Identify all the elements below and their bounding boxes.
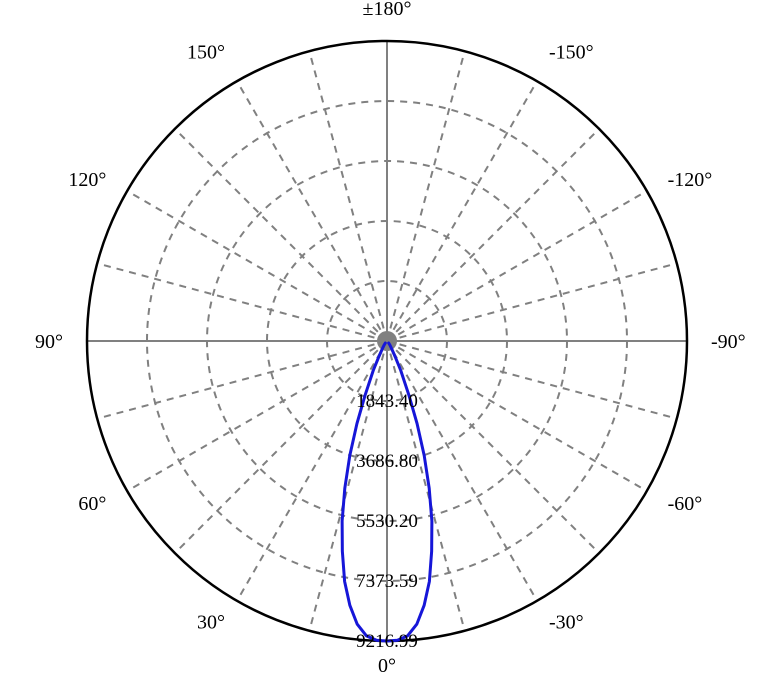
angle-label: 0°: [378, 655, 396, 677]
angle-label: -120°: [668, 169, 713, 191]
radial-label: 5530.20: [356, 511, 418, 532]
radial-label: 7373.59: [356, 571, 418, 592]
center-dot: [377, 331, 397, 351]
angle-label: 30°: [197, 612, 225, 634]
angle-label: ±180°: [363, 0, 412, 20]
radial-label: 9216.99: [356, 631, 418, 652]
angle-label: 90°: [35, 331, 63, 353]
angle-label: -60°: [668, 493, 703, 515]
angle-label: 60°: [78, 493, 106, 515]
angle-label: 120°: [68, 169, 106, 191]
angle-label: -150°: [549, 41, 594, 63]
angle-label: -90°: [711, 331, 746, 353]
angle-label: -30°: [549, 612, 584, 634]
angle-label: 150°: [187, 41, 225, 63]
polar-chart: 1843.40 3686.80 5530.20 7373.59 9216.99 ±180°…: [0, 0, 774, 683]
polar-svg: 1843.40 3686.80 5530.20 7373.59 9216.99 ±180°…: [0, 0, 774, 683]
radial-label: 3686.80: [356, 451, 418, 472]
radial-label: 1843.40: [356, 391, 418, 412]
